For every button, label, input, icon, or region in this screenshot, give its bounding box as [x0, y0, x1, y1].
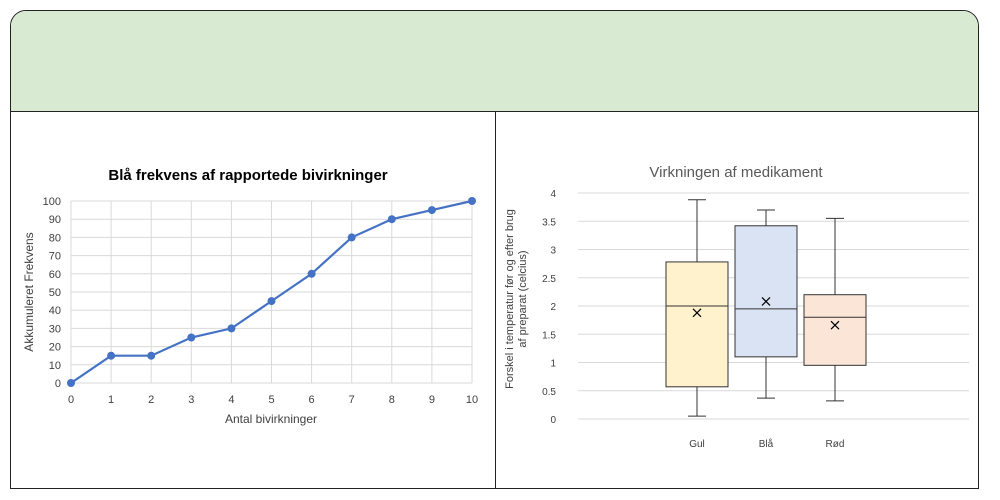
x-tick-label: 4 [228, 394, 234, 406]
data-point [267, 297, 276, 306]
box-blå [734, 209, 798, 399]
box-gul [665, 199, 729, 417]
y-tick-label: 2 [550, 302, 556, 313]
data-point [307, 269, 316, 278]
data-point [227, 324, 236, 333]
x-tick-label: 7 [349, 394, 355, 406]
page-card: 0 10 20 30 40 50 60 70 80 90 100 0 1 2 3 4 5 6 7 8 9 10 Blå f… [10, 10, 979, 489]
y-tick-label: 0.5 [542, 387, 556, 398]
y-tick-label: 70 [49, 251, 61, 263]
y-tick-label: 3 [550, 246, 556, 257]
cumulative-frequency-chart: 0 10 20 30 40 50 60 70 80 90 100 0 1 2 3 4 5 6 7 8 9 10 Blå f… [22, 167, 478, 426]
box-body [734, 225, 798, 358]
x-tick-label: 3 [188, 394, 194, 406]
data-point [427, 206, 436, 215]
y-tick-label: 90 [49, 214, 61, 226]
y-tick-label: 4 [550, 189, 556, 200]
data-point [67, 379, 75, 387]
data-point [387, 215, 396, 224]
y-tick-label: 50 [49, 287, 61, 299]
chart-title: Blå frekvens af rapportede bivirkninger [108, 167, 387, 184]
mean-marker [692, 308, 702, 318]
box-body [803, 294, 867, 366]
y-tick-label: 1 [550, 359, 556, 370]
y-tick-label: 80 [49, 232, 61, 244]
y-tick-label: 1.5 [542, 330, 556, 341]
mean-marker [761, 297, 771, 306]
y-tick-label: 3.5 [542, 217, 556, 228]
y-tick-label: 20 [49, 342, 61, 354]
y-tick-label: 100 [43, 196, 61, 208]
x-tick-label: 0 [68, 394, 74, 406]
box-rød [803, 217, 867, 402]
x-axis-label: Antal bivirkninger [225, 412, 317, 426]
category-label: Blå [759, 438, 774, 450]
data-point [468, 197, 476, 205]
y-tick-label: 0 [55, 378, 61, 390]
right-panel: 0 0.5 1 1.5 2 2.5 3 3.5 4 Gul Blå Rød Virkningen a… [496, 111, 978, 488]
x-tick-label: 1 [108, 394, 114, 406]
y-tick-label: 30 [49, 323, 61, 335]
data-point [347, 233, 356, 242]
data-point [147, 351, 156, 360]
y-tick-label: 60 [49, 269, 61, 281]
box-plot-chart: 0 0.5 1 1.5 2 2.5 3 3.5 4 Gul Blå Rød Virkningen a… [504, 164, 969, 450]
y-tick-label: 0 [550, 415, 556, 426]
y-tick-label: 2.5 [542, 274, 556, 285]
y-tick-label: 40 [49, 305, 61, 317]
category-label: Rød [826, 439, 845, 450]
x-tick-label: 8 [389, 394, 395, 406]
category-label: Gul [689, 439, 705, 450]
header-banner [11, 11, 978, 112]
chart-title: Virkningen af medikament [649, 164, 823, 181]
data-point [107, 351, 116, 360]
box-body [665, 261, 729, 388]
y-axis-label-line-2: af preparat (celcius) [517, 250, 529, 347]
data-point [187, 333, 196, 342]
x-tick-label: 5 [268, 394, 274, 406]
y-tick-label: 10 [49, 360, 61, 372]
y-axis-label: Akkumuleret Frekvens [22, 232, 36, 351]
x-tick-label: 2 [148, 394, 154, 406]
mean-marker [830, 320, 840, 330]
left-panel: 0 10 20 30 40 50 60 70 80 90 100 0 1 2 3 4 5 6 7 8 9 10 Blå f… [11, 111, 496, 488]
x-tick-label: 9 [429, 394, 435, 406]
x-tick-label: 6 [309, 394, 315, 406]
x-tick-label: 10 [466, 394, 478, 406]
y-axis-label-line-1: Forskel i temperatur før og efter brug [504, 209, 516, 389]
